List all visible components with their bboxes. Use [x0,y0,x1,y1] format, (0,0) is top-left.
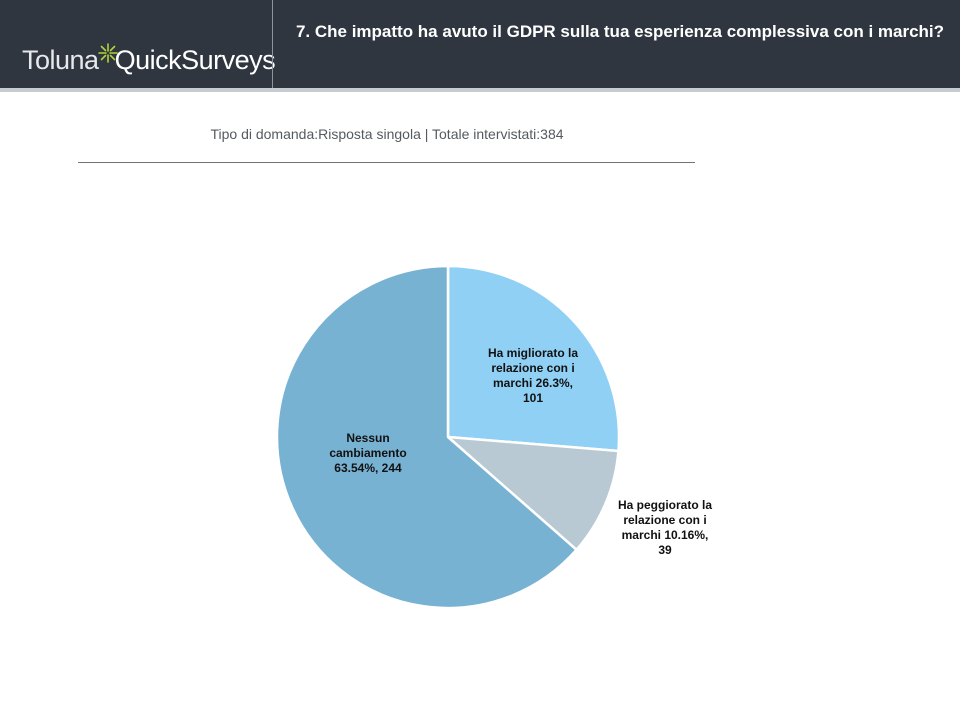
pie-slice-0 [446,264,621,453]
question-title: 7. Che impatto ha avuto il GDPR sulla tu… [295,22,945,41]
logo-text-toluna: Toluna [22,45,99,75]
header-divider [272,0,273,88]
sparkle-icon [97,43,118,63]
question-meta: Tipo di domanda:Risposta singola | Total… [210,126,564,142]
pie-slice-label-0: Ha migliorato la relazione con i marchi … [487,346,579,405]
subtitle-rule [78,162,695,163]
pie-slice-1 [446,435,620,552]
header-bar: Toluna QuickSurveys 7. Che impatto ha av… [0,0,960,88]
toluna-quicksurveys-logo: Toluna QuickSurveys [22,36,276,76]
logo-text-quicksurveys: QuickSurveys [114,45,276,75]
pie-slice-2 [275,264,578,610]
pie-slice-label-1: Ha peggiorato la relazione con i marchi … [617,498,712,557]
pie-slice-label-2: Nessun cambiamento 63.54%, 244 [329,430,407,475]
header-underline [0,88,960,92]
